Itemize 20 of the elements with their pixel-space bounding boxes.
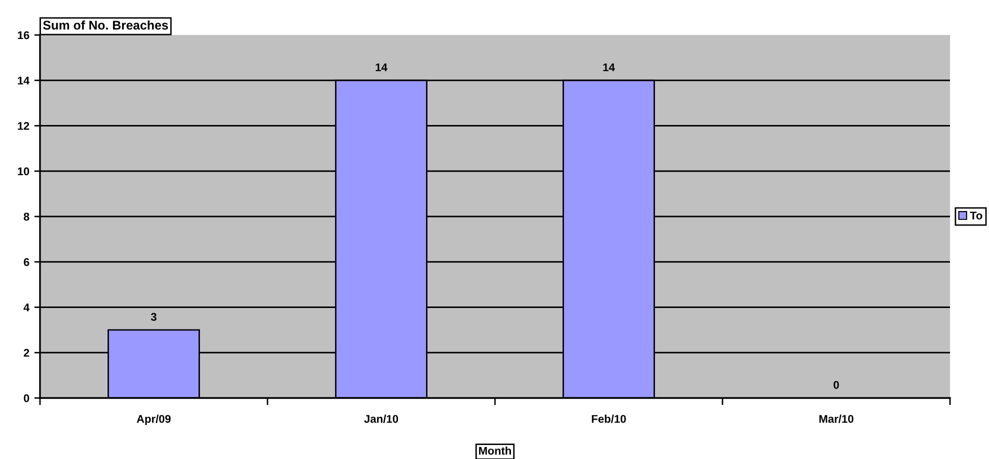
x-axis-title: Month [479,446,511,455]
legend-label: To [970,212,982,220]
x-tick-label: Jan/10 [364,414,398,423]
data-label: 14 [603,63,615,72]
y-tick-label: 14 [18,76,30,84]
y-axis-title: Sum of No. Breaches [43,20,168,30]
y-tick-label: 8 [24,212,30,221]
y-tick-label: 10 [18,167,30,176]
y-tick-label: 2 [24,348,30,357]
data-label: 3 [150,312,156,321]
y-tick-label: 16 [18,31,30,40]
data-label: 14 [376,63,388,72]
x-tick-label: Mar/10 [819,414,854,423]
y-tick-label: 12 [18,122,30,130]
x-tick-label: Apr/09 [136,414,171,426]
y-tick-label: 4 [24,304,30,312]
x-tick-label: Feb/10 [592,414,626,423]
y-tick-label: 0 [24,394,30,402]
y-tick-label: 6 [24,258,30,266]
data-label: 0 [834,380,839,389]
